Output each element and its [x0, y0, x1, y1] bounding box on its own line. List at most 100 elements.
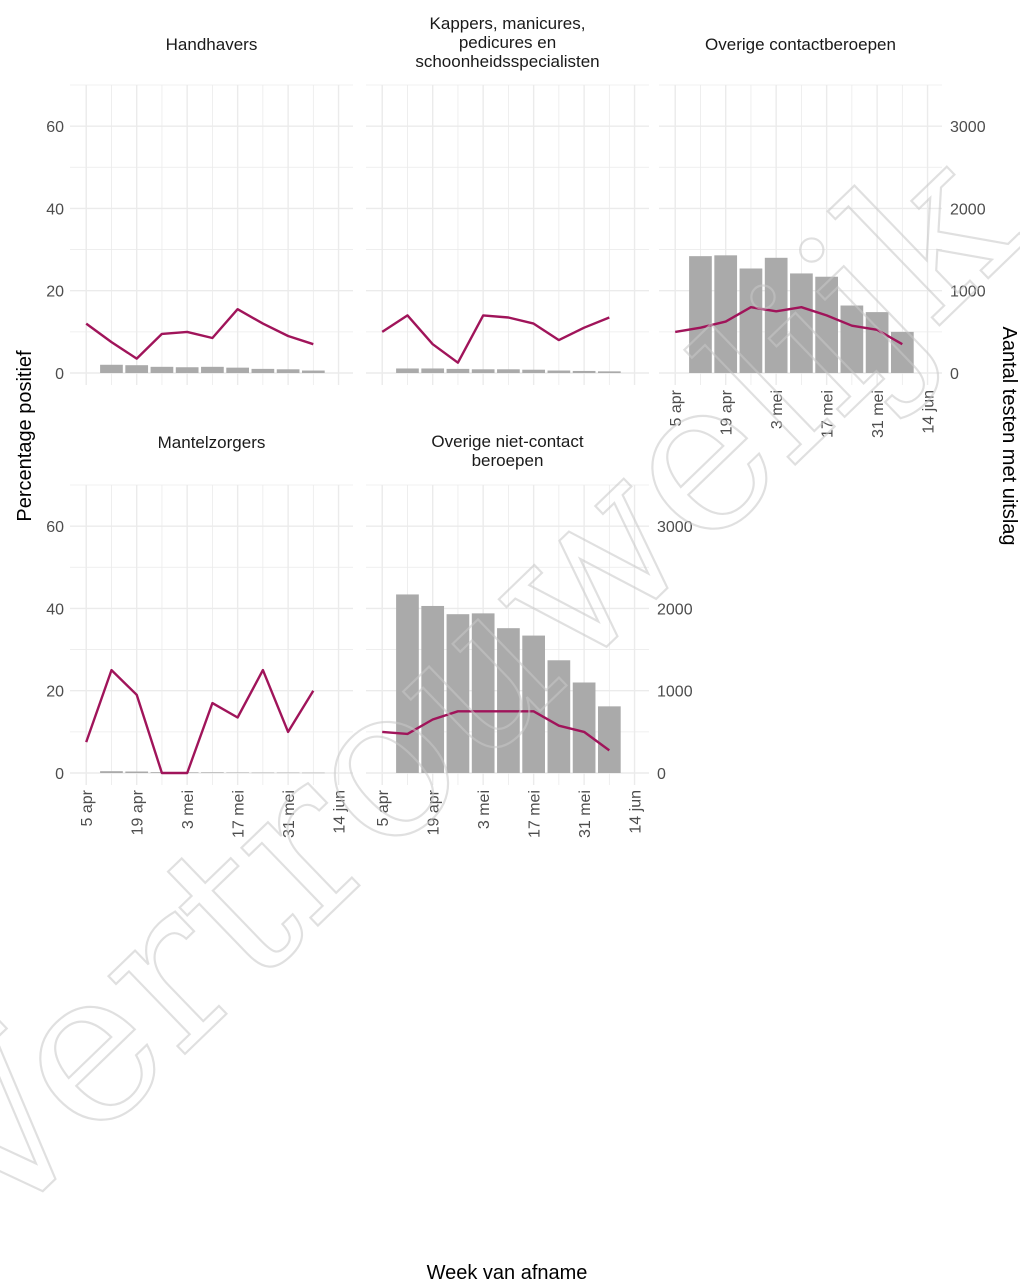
x-tick: 17 mei [527, 790, 544, 838]
bar [714, 255, 738, 373]
percentage-line [85, 668, 315, 775]
percentage-line [85, 308, 314, 360]
y-left-axis-label: Percentage positief [14, 350, 36, 522]
panel-title: Overige niet-contact [431, 432, 583, 451]
bar [150, 366, 174, 373]
bar [446, 614, 470, 773]
bar [201, 772, 224, 773]
x-tick: 3 mei [476, 790, 493, 829]
x-tick: 17 mei [231, 790, 248, 838]
facet-panel-3: 0 1000 2000 3000 5 apr 19 apr 3 mei 17 mei 31 me… [659, 35, 986, 438]
bar [597, 706, 621, 773]
panel-title: Kappers, manicures, [430, 14, 586, 33]
bar [396, 594, 419, 773]
y-left-tick: 60 [46, 519, 64, 536]
bars [100, 364, 325, 373]
y-left-tick: 40 [46, 201, 64, 218]
y-left-tick: 20 [46, 684, 64, 701]
y-right-tick: 0 [657, 766, 666, 783]
bar [125, 771, 149, 773]
grid [70, 484, 353, 785]
bar [276, 772, 300, 774]
bar [522, 369, 545, 373]
bar [276, 369, 300, 373]
facet-panel-4: 0 20 40 60 5 apr 19 apr 3 mei 17 mei 31 mei 14 ju… [46, 433, 353, 838]
x-tick: 31 mei [577, 790, 594, 838]
bar [572, 370, 596, 373]
bar [497, 369, 520, 373]
y-right-tick: 0 [950, 366, 959, 383]
watermark: Vertrouwelijk [0, 100, 1020, 1276]
y-left-tick: 20 [46, 284, 64, 301]
bar [764, 257, 788, 373]
bar [301, 772, 325, 774]
percentage-line [382, 710, 611, 752]
x-tick: 5 apr [375, 789, 392, 826]
panel-title: schoonheidsspecialisten [415, 52, 599, 71]
panel-title: Handhavers [166, 35, 258, 54]
grid [366, 84, 649, 385]
bar [790, 273, 813, 373]
percentage-line [381, 314, 610, 364]
y-left-tick: 0 [55, 766, 64, 783]
x-axis-label: Week van afname [427, 1262, 588, 1284]
x-tick: 31 mei [870, 390, 887, 438]
bar [175, 367, 199, 373]
bar [497, 628, 520, 773]
y-right-tick: 3000 [950, 119, 986, 136]
y-left-tick: 40 [46, 601, 64, 618]
bars [396, 368, 621, 373]
bar [446, 368, 470, 373]
bar [125, 365, 149, 373]
y-right-tick: 1000 [950, 284, 986, 301]
bar [689, 256, 712, 373]
y-left-tick: 60 [46, 119, 64, 136]
panel-title: Overige contactberoepen [705, 35, 896, 54]
x-tick: 19 apr [130, 789, 147, 835]
bar [572, 682, 596, 773]
x-tick: 3 mei [769, 390, 786, 429]
bar [421, 605, 445, 773]
bar [251, 772, 275, 774]
y-right-tick: 2000 [950, 201, 986, 218]
bar [522, 635, 545, 773]
x-tick: 19 apr [426, 789, 443, 835]
bar [100, 771, 123, 773]
panel-title: pedicures en [459, 33, 556, 52]
x-tick: 14 jun [332, 790, 349, 834]
y-right-axis-label: Aantal testen met uitslag [998, 326, 1020, 545]
bar [865, 312, 889, 373]
facet-panel-5: 0 1000 2000 3000 5 apr 19 apr 3 mei 17 mei 31 me… [366, 432, 693, 838]
bar [226, 772, 249, 774]
x-tick: 5 apr [79, 789, 96, 826]
panel-title: beroepen [472, 451, 544, 470]
y-left-tick: 0 [55, 366, 64, 383]
panel-title: Mantelzorgers [158, 433, 266, 452]
bar [396, 368, 419, 373]
bar [815, 276, 838, 373]
y-right-tick: 2000 [657, 601, 693, 618]
percentage-line [675, 306, 903, 346]
bar [547, 370, 571, 373]
y-right-tick: 3000 [657, 519, 693, 536]
bar [251, 368, 275, 373]
bar [226, 367, 249, 373]
bar [471, 613, 495, 773]
x-tick: 5 apr [668, 389, 685, 426]
bar [547, 660, 571, 773]
x-tick: 19 apr [719, 389, 736, 435]
bar [201, 366, 224, 373]
bars [689, 255, 914, 373]
grid [70, 84, 353, 385]
y-right-tick: 1000 [657, 684, 693, 701]
bar [100, 364, 123, 373]
bar [739, 268, 763, 373]
panels-layer: 0 20 40 60 Handhavers Kappers, manicures,pedi… [46, 14, 985, 838]
bar [421, 368, 445, 373]
facet-panel-1: 0 20 40 60 Handhavers [46, 35, 353, 385]
x-tick: 31 mei [281, 790, 298, 838]
facet-panel-2: Kappers, manicures,pedicures enschoonhei… [366, 14, 649, 385]
bar [471, 369, 495, 373]
x-tick: 3 mei [180, 790, 197, 829]
